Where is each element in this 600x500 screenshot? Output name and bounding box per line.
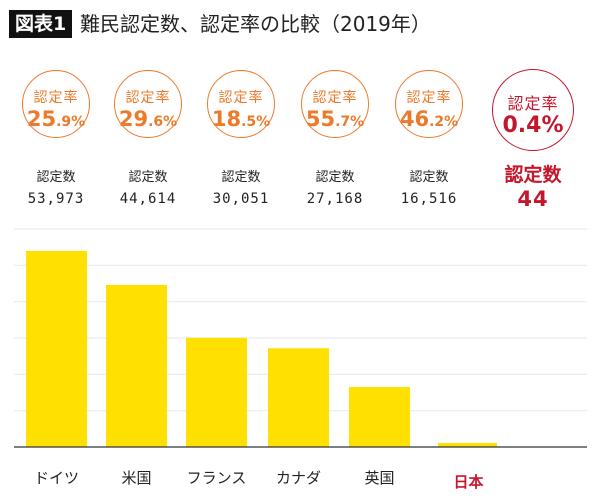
count-label: 認定数 bbox=[504, 164, 562, 186]
bar-4 bbox=[349, 386, 410, 447]
count-block: 認定数 16,516 bbox=[379, 166, 479, 207]
x-tick-label: 米国 bbox=[121, 469, 151, 487]
rate-label: 認定率 bbox=[218, 90, 264, 106]
bar-1 bbox=[106, 284, 167, 447]
count-label: 認定数 bbox=[36, 170, 76, 185]
figure-badge: 図表1 bbox=[9, 10, 73, 38]
count-value: 27,168 bbox=[306, 191, 364, 207]
rate-circle: 認定率 46.2% bbox=[395, 70, 463, 138]
count-block: 認定数 53,973 bbox=[6, 166, 106, 207]
rate-label: 認定率 bbox=[125, 90, 171, 106]
rate-circle: 認定率 18.5% bbox=[207, 70, 275, 138]
bar-5 bbox=[438, 443, 497, 447]
rate-value: 18.5% bbox=[211, 107, 271, 131]
rate-label: 認定率 bbox=[406, 90, 452, 106]
count-label: 認定数 bbox=[409, 170, 449, 185]
count-label: 認定数 bbox=[128, 170, 168, 185]
chart-title: 難民認定数、認定率の比較（2019年） bbox=[80, 12, 431, 36]
rate-circle: 認定率 55.7% bbox=[301, 70, 369, 138]
x-tick-label: フランス bbox=[187, 469, 247, 487]
count-value: 16,516 bbox=[400, 191, 458, 207]
x-tick-label: カナダ bbox=[276, 469, 321, 487]
x-tick-label: 英国 bbox=[364, 469, 394, 487]
rate-value: 25.9% bbox=[26, 107, 86, 131]
count-block: 認定数 44,614 bbox=[98, 166, 198, 207]
count-label: 認定数 bbox=[315, 170, 355, 185]
rate-value: 46.2% bbox=[399, 107, 459, 131]
x-tick-label: ドイツ bbox=[34, 469, 79, 487]
count-value: 30,051 bbox=[212, 191, 270, 207]
bar-2 bbox=[186, 337, 247, 447]
rate-circle: 認定率 29.6% bbox=[114, 70, 182, 138]
rate-label: 認定率 bbox=[312, 90, 358, 106]
count-block: 認定数 44 bbox=[483, 160, 583, 211]
x-tick-label: 日本 bbox=[453, 473, 483, 491]
count-block: 認定数 30,051 bbox=[191, 166, 291, 207]
rate-value: 55.7% bbox=[305, 107, 365, 131]
rate-label: 認定率 bbox=[507, 94, 559, 113]
count-label: 認定数 bbox=[221, 170, 261, 185]
rate-value: 29.6% bbox=[118, 107, 178, 131]
count-value: 44 bbox=[517, 187, 549, 211]
count-block: 認定数 27,168 bbox=[285, 166, 385, 207]
rate-label: 認定率 bbox=[33, 90, 79, 106]
bar-3 bbox=[268, 348, 329, 447]
count-value: 44,614 bbox=[119, 191, 177, 207]
count-value: 53,973 bbox=[27, 191, 85, 207]
bar-0 bbox=[26, 250, 87, 447]
rate-circle: 認定率 0.4% bbox=[492, 69, 574, 151]
rate-circle: 認定率 25.9% bbox=[22, 70, 90, 138]
rate-value: 0.4% bbox=[502, 113, 564, 138]
